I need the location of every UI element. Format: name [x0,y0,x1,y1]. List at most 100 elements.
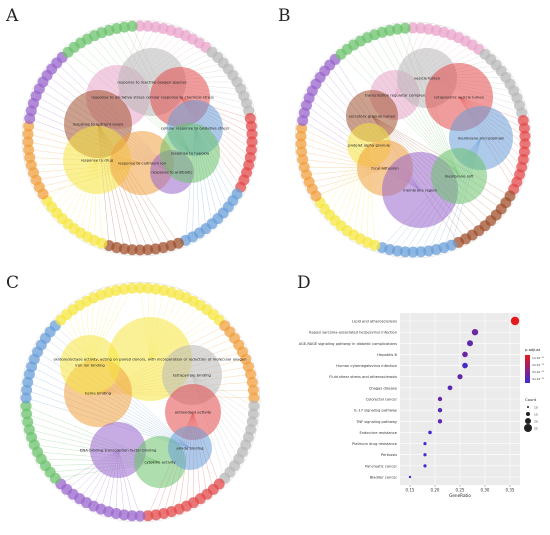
data-point [437,396,443,402]
gene-node [246,128,258,140]
gene-node [248,392,260,404]
gene-node [22,128,34,140]
term-label: iron ion binding [75,363,105,368]
size-legend-title: Count [525,397,537,402]
data-point [423,464,427,468]
color-legend-label: 2×10⁻¹⁰ [532,363,545,367]
term-label: cellular response to chemical stress [146,95,214,100]
term-label: transcription regulator complex [365,93,426,98]
panel-letter-b: B [278,6,291,26]
gene-node [134,510,146,522]
data-point [423,441,427,446]
gene-node [519,130,531,142]
gene-node [245,120,257,132]
category-label: Pertussis [381,453,397,457]
size-legend-dot [526,412,530,416]
x-tick-label: 0.30 [481,488,490,493]
category-label: Platinum drug resistance [352,442,398,446]
size-legend-dot [527,406,529,408]
panel-letter-d: D [297,273,311,293]
panel-a: A response to oxidative stress response t… [0,0,275,262]
gene-node [399,22,411,34]
panel-c: C oxidoreductase activity, acting on pai… [0,265,275,531]
data-point [462,362,468,369]
category-label: TNF signaling pathway [355,420,398,424]
term-label: response to cadmium ion [118,161,167,166]
term-label: amide binding [176,446,204,451]
data-point [467,340,473,347]
ring-guide [294,21,532,259]
gene-node [118,283,130,295]
gene-node [519,138,531,150]
category-label: Kaposi sarcoma-associated herpesvirus in… [309,331,397,335]
term-label: antioxidant activity [175,410,212,415]
term-label: response to hypoxia [171,151,209,156]
data-point [437,419,443,424]
color-legend-label: 3×10⁻¹⁰ [532,370,545,374]
term-label: platelet alpha granule [348,143,391,148]
gene-node [248,400,260,412]
network-b: transcription regulator complex vesicle l… [294,21,532,259]
gene-node [407,246,419,258]
gene-node [295,130,307,142]
category-label: Hepatitis B [377,353,397,357]
color-legend-label: 1×10⁻¹⁰ [532,356,545,360]
data-point [447,385,453,391]
gene-concept-network-b: transcription regulator complex vesicle l… [294,21,532,259]
data-point [457,374,463,380]
x-tick-label: 0.35 [506,488,515,493]
gene-node [246,136,258,148]
gene-node [134,282,146,294]
gene-node [295,138,307,150]
gene-node [126,282,138,294]
term-node [60,335,120,395]
category-label: Lipid and atherosclerosis [352,320,397,324]
gene-node [22,136,34,148]
panel-letter-a: A [6,6,19,26]
category-label: Endocrine resistance [359,431,397,435]
size-legend-dot [524,424,532,432]
gene-node [518,122,530,134]
gene-node [150,509,162,521]
gene-node [134,20,146,32]
gene-node [415,246,427,258]
panel-d: D Lipid and atherosclerosis Kaposi sarcom… [275,265,550,531]
size-legend-label: 20 [534,420,538,424]
category-label: Colorectal cancer [366,398,398,402]
panel-letter-c: C [6,273,20,293]
term-label: response to oxidative stress [91,95,144,100]
term-label: tetrapyrrole binding [173,373,211,378]
term-node [431,148,487,204]
x-tick-label: 0.15 [406,488,415,493]
term-label: focal adhesion [371,166,399,171]
term-label: cytokine activity [144,460,176,465]
term-label: response to antibiotic [151,170,192,175]
term-node [160,123,220,183]
gene-concept-network-c: oxidoreductase activity, acting on paire… [19,281,261,523]
size-legend-dot [525,418,531,424]
term-label: cytoplasmic vesicle lumen [434,95,485,100]
gene-node [142,282,154,294]
ring-guide [21,19,259,257]
term-label: membrane region [403,188,438,193]
category-label: Chagas disease [369,386,398,390]
term-label: secretory granule lumen [349,114,396,119]
term-label: response to reactive oxygen species [117,80,186,85]
gene-node [20,400,32,412]
size-legend-label: 25 [534,427,538,431]
size-legend-label: 10 [534,406,538,410]
x-axis-label: GeneRatio [449,493,471,498]
gene-node [126,20,138,32]
data-point [510,316,520,326]
data-point [471,328,479,336]
network-a: response to oxidative stress response to … [21,19,259,257]
gene-concept-network-a: response to oxidative stress response to … [21,19,259,257]
term-node [168,426,212,470]
gene-node [20,392,32,404]
data-point [428,430,432,435]
term-label: cellular response to oxidative stress [161,126,229,131]
network-c: oxidoreductase activity, acting on paire… [19,281,261,523]
gene-node [21,408,33,420]
gene-node [142,244,154,256]
category-label: Fluid shear stress and atherosclerosis [329,375,397,379]
